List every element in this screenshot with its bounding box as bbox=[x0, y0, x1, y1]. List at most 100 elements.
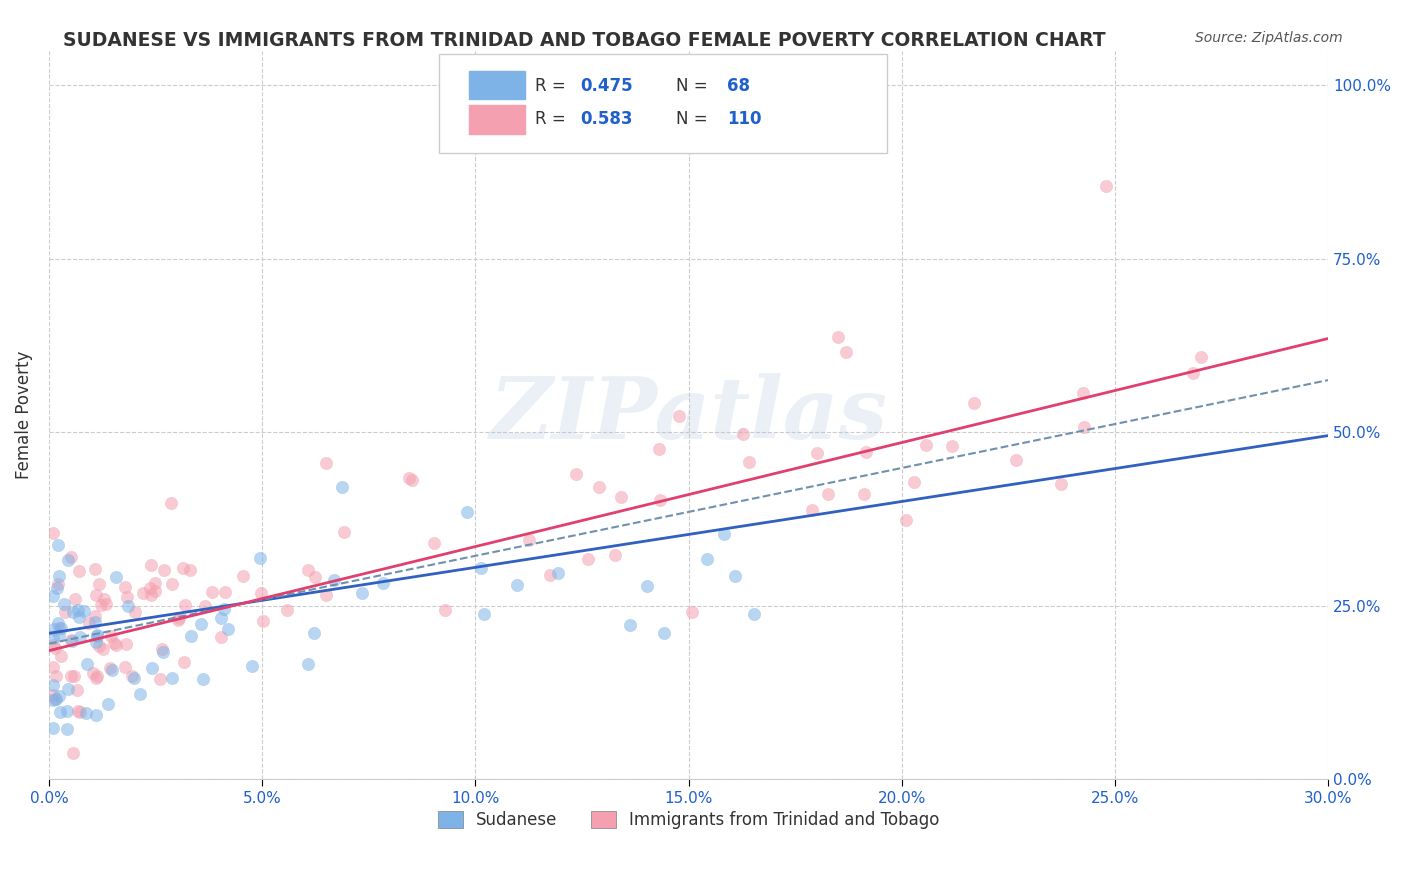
Point bbox=[53, 605, 76, 619]
Point bbox=[56, 681, 79, 696]
Point bbox=[48, 569, 70, 583]
Point bbox=[46, 577, 69, 591]
Point bbox=[855, 445, 877, 459]
Point bbox=[371, 576, 394, 591]
Point bbox=[97, 697, 120, 711]
Point bbox=[401, 473, 423, 487]
Point bbox=[69, 630, 91, 644]
Point bbox=[48, 622, 70, 636]
Text: N =: N = bbox=[676, 77, 713, 95]
Point bbox=[87, 639, 110, 653]
Point bbox=[100, 629, 122, 643]
Point bbox=[853, 487, 876, 501]
Point bbox=[90, 599, 112, 613]
Point bbox=[214, 602, 236, 616]
Point bbox=[55, 722, 77, 736]
Point bbox=[232, 568, 254, 582]
Point bbox=[456, 505, 478, 519]
Text: SUDANESE VS IMMIGRANTS FROM TRINIDAD AND TOBAGO FEMALE POVERTY CORRELATION CHART: SUDANESE VS IMMIGRANTS FROM TRINIDAD AND… bbox=[63, 31, 1107, 50]
Point bbox=[190, 616, 212, 631]
Text: 110: 110 bbox=[727, 110, 762, 128]
Text: Source: ZipAtlas.com: Source: ZipAtlas.com bbox=[1195, 31, 1343, 45]
Point bbox=[115, 590, 138, 604]
Point bbox=[179, 563, 201, 577]
Point bbox=[330, 479, 353, 493]
Point bbox=[42, 721, 65, 735]
Point bbox=[66, 682, 89, 697]
Point bbox=[44, 640, 66, 655]
Point bbox=[619, 617, 641, 632]
Point bbox=[505, 578, 527, 592]
Point bbox=[1004, 453, 1026, 467]
Point bbox=[42, 639, 65, 653]
Point bbox=[159, 495, 181, 509]
Point bbox=[668, 409, 690, 424]
Text: N =: N = bbox=[676, 110, 713, 128]
Point bbox=[250, 585, 273, 599]
Point bbox=[46, 539, 69, 553]
Point bbox=[60, 669, 83, 683]
Point bbox=[1191, 350, 1213, 364]
Point bbox=[315, 588, 337, 602]
Text: ZIPatlas: ZIPatlas bbox=[489, 373, 887, 457]
Point bbox=[84, 635, 107, 649]
Point bbox=[963, 395, 986, 409]
Point bbox=[242, 658, 264, 673]
Point bbox=[49, 705, 72, 719]
Point bbox=[538, 568, 561, 582]
Point bbox=[44, 622, 66, 636]
Point bbox=[152, 645, 174, 659]
Point bbox=[139, 558, 162, 572]
Point bbox=[636, 579, 658, 593]
Point bbox=[69, 705, 91, 719]
Point bbox=[565, 467, 588, 481]
Point bbox=[75, 706, 97, 720]
Point bbox=[180, 629, 202, 643]
Point bbox=[941, 439, 963, 453]
Point bbox=[42, 631, 65, 645]
Point bbox=[576, 552, 599, 566]
Point bbox=[209, 611, 232, 625]
Point bbox=[45, 582, 67, 596]
Point bbox=[59, 632, 82, 647]
Point bbox=[610, 491, 633, 505]
Point bbox=[62, 746, 84, 760]
Text: 68: 68 bbox=[727, 77, 749, 95]
Point bbox=[302, 625, 325, 640]
Point bbox=[1181, 366, 1204, 380]
Text: R =: R = bbox=[536, 77, 571, 95]
Point bbox=[121, 669, 143, 683]
Point bbox=[169, 611, 191, 625]
Point bbox=[114, 580, 136, 594]
Point bbox=[194, 599, 217, 613]
Point bbox=[1095, 178, 1118, 193]
Legend: Sudanese, Immigrants from Trinidad and Tobago: Sudanese, Immigrants from Trinidad and T… bbox=[432, 805, 946, 836]
Point bbox=[141, 588, 163, 602]
Point bbox=[713, 526, 735, 541]
Point bbox=[56, 553, 79, 567]
Point bbox=[1050, 477, 1073, 491]
Point bbox=[84, 588, 107, 602]
Point bbox=[49, 649, 72, 664]
Point bbox=[744, 607, 766, 621]
Point bbox=[115, 637, 138, 651]
Point bbox=[172, 561, 194, 575]
Point bbox=[160, 671, 183, 685]
Point bbox=[652, 626, 675, 640]
Point bbox=[94, 597, 117, 611]
Point bbox=[733, 426, 755, 441]
Point bbox=[214, 585, 236, 599]
Point bbox=[45, 692, 67, 706]
Point bbox=[63, 669, 86, 683]
Point bbox=[55, 704, 77, 718]
Point bbox=[42, 660, 65, 674]
Point bbox=[352, 586, 374, 600]
Point bbox=[547, 566, 569, 581]
Point bbox=[132, 586, 155, 600]
FancyBboxPatch shape bbox=[468, 105, 524, 134]
Point bbox=[894, 513, 917, 527]
Point bbox=[152, 563, 174, 577]
Point bbox=[173, 656, 195, 670]
Point bbox=[105, 570, 128, 584]
Point bbox=[42, 688, 65, 702]
